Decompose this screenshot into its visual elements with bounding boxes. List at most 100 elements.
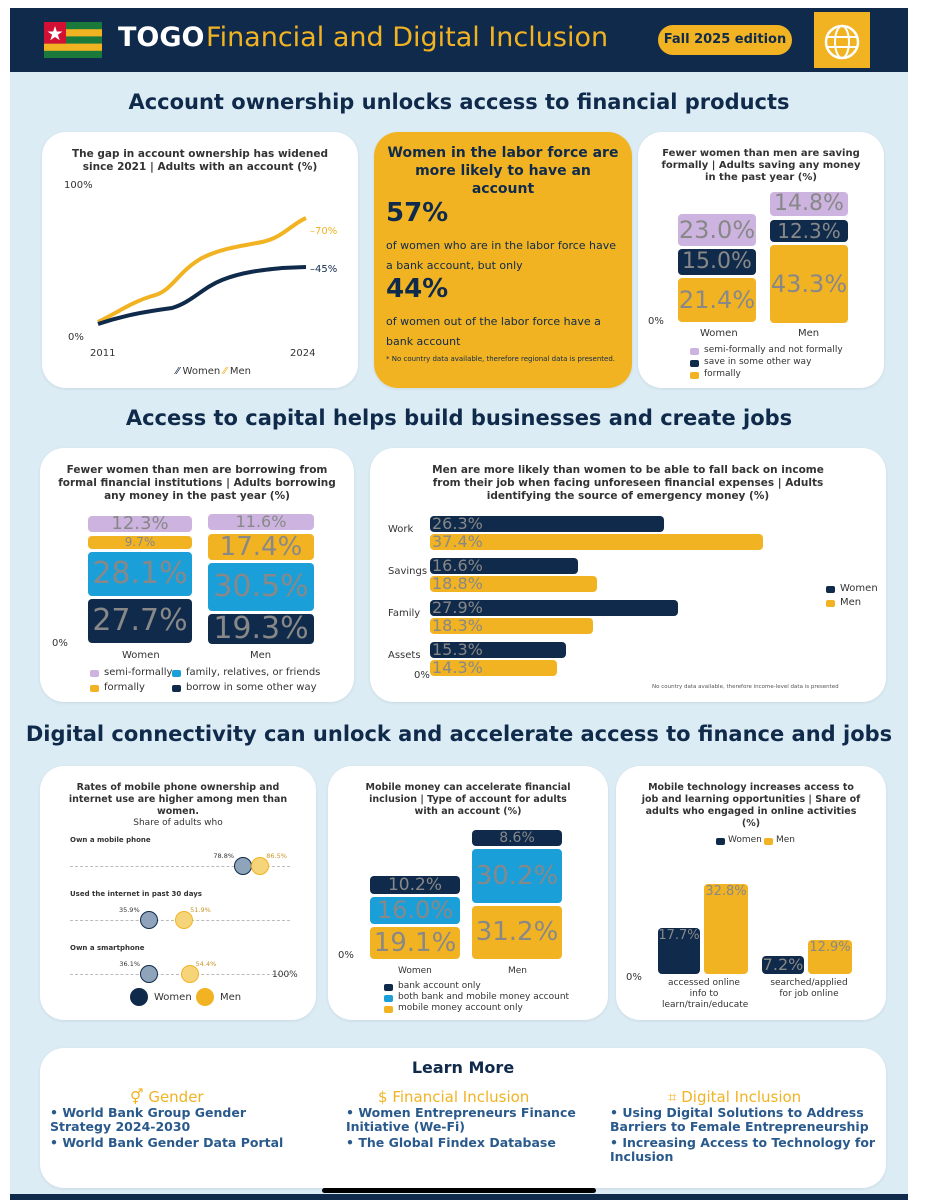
borrow-legend-1: family, relatives, or friends [186, 667, 321, 678]
saving-legend-2: formally [704, 369, 741, 379]
borrow-women-family: 28.1% [88, 552, 192, 596]
gender-link-0-text[interactable]: World Bank Group Gender Strategy 2024-20… [50, 1105, 246, 1134]
phone-legend-women: Women [154, 992, 192, 1003]
borrow-men-other: 19.3% [208, 614, 314, 644]
gender-link-1[interactable]: • World Bank Gender Data Portal [50, 1135, 284, 1150]
emergency-men-bar: 18.3% [430, 618, 593, 634]
phone-axis-end: 100% [272, 970, 298, 980]
phone-women-dot [234, 857, 253, 875]
labor-force-card: Women in the labor force are more likely… [374, 132, 632, 388]
women-line [97, 265, 307, 326]
phone-row-axis [70, 974, 290, 975]
emergency-men-bar: 37.4% [430, 534, 763, 550]
emergency-women-bar: 26.3% [430, 516, 665, 532]
phone-men-dot [175, 911, 194, 929]
section-title-capital: Access to capital helps build businesses… [125, 406, 793, 430]
emergency-legend-women: Women [840, 583, 878, 594]
online-chart-title: Mobile technology increases access to jo… [641, 782, 861, 829]
legend-other-swatch [690, 360, 699, 367]
financial-heading: $ Financial Inclusion [378, 1088, 529, 1106]
x-axis-end: 2024 [290, 348, 316, 359]
emergency-women-bar: 16.6% [430, 558, 578, 574]
mm-legend-1: both bank and mobile money account [398, 992, 570, 1002]
mm-women-bank: 10.2% [370, 876, 460, 894]
phone-row-label: Own a mobile phone [70, 836, 151, 844]
mobile-money-card: Mobile money can accelerate financial in… [328, 766, 608, 1020]
emergency-men-bar: 18.8% [430, 576, 598, 592]
saving-men-other: 12.3% [770, 220, 848, 242]
money-hand-icon: $ [378, 1088, 388, 1106]
mm-women-both: 16.0% [370, 897, 460, 924]
online-g1-label: searched/applied for job online [770, 978, 848, 999]
mobile-money-zero: 0% [338, 950, 354, 961]
phone-chart-title: Rates of mobile phone ownership and inte… [68, 782, 288, 817]
online-g0-men-bar: 32.8% [704, 884, 748, 974]
page-title: Financial and Digital Inclusion [206, 22, 609, 53]
labor-text-1: of women who are in the labor force have… [386, 239, 617, 272]
borrow-chart-title: Fewer women than men are borrowing from … [58, 464, 336, 502]
emergency-zero: 0% [414, 670, 430, 681]
gender-link-1-text[interactable]: World Bank Gender Data Portal [62, 1135, 284, 1150]
emergency-chart-title: Men are more likely than women to be abl… [432, 464, 824, 502]
saving-men-formal: 43.3% [770, 245, 848, 323]
financial-link-0-text[interactable]: Women Entrepreneurs Finance Initiative (… [346, 1105, 576, 1134]
borrow-legend-2: formally [104, 682, 145, 693]
emergency-legend-men-swatch [826, 600, 835, 607]
labor-text-2: of women out of the labor force have a b… [386, 315, 601, 348]
financial-link-0[interactable]: • Women Entrepreneurs Finance Initiative… [346, 1105, 576, 1134]
learn-more-title: Learn More [411, 1058, 515, 1077]
saving-women-semi: 23.0% [678, 214, 756, 246]
saving-zero: 0% [648, 316, 664, 327]
account-ownership-card: The gap in account ownership has widened… [42, 132, 358, 388]
labor-heading: Women in the labor force are more likely… [387, 145, 619, 197]
account-line-chart [97, 216, 307, 326]
borrow-legend-formal-swatch [90, 685, 99, 692]
men-end-value: 70% [315, 226, 338, 237]
legend-semi-swatch [690, 348, 699, 355]
financial-link-1-text[interactable]: The Global Findex Database [358, 1135, 556, 1150]
emergency-legend-women-swatch [826, 586, 835, 593]
borrow-legend-other-swatch [172, 685, 181, 692]
digital-heading: ⌗ Digital Inclusion [668, 1088, 801, 1106]
infographic-page: TOGO Financial and Digital Inclusion Fal… [10, 8, 908, 1200]
borrow-legend-3: borrow in some other way [186, 682, 317, 693]
digital-link-1[interactable]: • Increasing Access to Technology for In… [610, 1135, 876, 1164]
saving-women-other: 15.0% [678, 249, 756, 275]
emergency-category-label: Assets [388, 650, 421, 661]
phone-row-label: Own a smartphone [70, 944, 145, 952]
borrow-zero: 0% [52, 638, 68, 649]
mm-legend-mobile-swatch [384, 1006, 393, 1013]
saving-men-label: Men [798, 328, 820, 339]
men-line [97, 216, 307, 324]
togo-flag-icon [44, 22, 102, 58]
saving-women-label: Women [700, 328, 738, 339]
network-icon: ⌗ [668, 1088, 677, 1106]
online-legend-women-swatch [716, 838, 725, 845]
footer-bar [10, 1194, 908, 1200]
gender-icon: ⚥ [130, 1088, 144, 1106]
legend-men-icon: ⁄⁄ [223, 366, 227, 377]
borrow-women-label: Women [122, 650, 160, 661]
digital-link-0-text[interactable]: Using Digital Solutions to Address Barri… [610, 1105, 869, 1134]
digital-link-0[interactable]: • Using Digital Solutions to Address Bar… [610, 1105, 869, 1134]
gender-link-0[interactable]: • World Bank Group Gender Strategy 2024-… [50, 1105, 246, 1134]
learn-more-card: Learn More ⚥ Gender • World Bank Group G… [40, 1048, 886, 1188]
mm-legend-both-swatch [384, 995, 393, 1002]
online-g0-label: accessed online info to learn/train/educ… [662, 978, 749, 1010]
online-legend-men: Men [776, 835, 796, 845]
gender-heading-text: Gender [148, 1088, 204, 1106]
world-bank-logo [814, 12, 870, 68]
digital-link-1-text[interactable]: Increasing Access to Technology for Incl… [610, 1135, 876, 1164]
financial-link-1[interactable]: • The Global Findex Database [346, 1135, 556, 1150]
financial-heading-text: Financial Inclusion [392, 1088, 530, 1106]
saving-women-formal: 21.4% [678, 278, 756, 322]
phone-women-dot [140, 965, 159, 983]
mm-legend-bank-swatch [384, 984, 393, 991]
emergency-category-label: Savings [388, 566, 428, 577]
online-activities-card: Mobile technology increases access to jo… [616, 766, 886, 1020]
borrow-men-semi: 11.6% [208, 514, 314, 530]
online-zero: 0% [626, 972, 642, 983]
borrow-women-other: 27.7% [88, 599, 192, 643]
saving-card: Fewer women than men are saving formally… [638, 132, 884, 388]
borrowing-card: Fewer women than men are borrowing from … [40, 448, 354, 702]
